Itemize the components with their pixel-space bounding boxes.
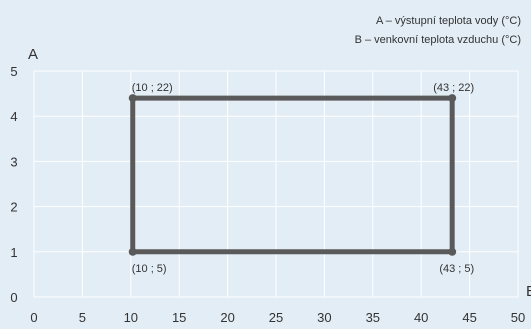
x-tick-label-5: 25 (269, 310, 283, 325)
data-point-2 (448, 94, 457, 103)
y-axis-letter: A (28, 46, 38, 63)
y-tick-label-1: 1 (10, 245, 17, 260)
x-tick-label-6: 30 (317, 310, 331, 325)
x-tick-label-0: 0 (30, 310, 37, 325)
point-label-3: (43 ; 5) (439, 263, 474, 275)
y-tick-label-3: 3 (10, 154, 17, 169)
x-tick-label-8: 40 (414, 310, 428, 325)
x-tick-label-4: 20 (220, 310, 234, 325)
y-tick-label-4: 4 (10, 109, 17, 124)
x-tick-label-7: 35 (366, 310, 380, 325)
series (128, 94, 457, 256)
x-tick-label-10: 50 (511, 310, 525, 325)
point-label-2: (43 ; 22) (433, 82, 474, 94)
data-point-1 (128, 94, 137, 103)
x-tick-label-2: 10 (124, 310, 138, 325)
y-tick-label-2: 2 (10, 200, 17, 215)
labels: (10 ; 5) (10 ; 22) (43 ; 22) (43 ; 5) (132, 82, 474, 275)
y-tick-label-5: 5 (10, 64, 17, 79)
series-outline-0 (130, 95, 455, 255)
x-axis-letter: B (526, 283, 531, 300)
x-tick-label-3: 15 (172, 310, 186, 325)
data-point-0 (128, 247, 137, 256)
x-tick-label-1: 5 (79, 310, 86, 325)
legend-entry-b: B – venkovní teplota vzduchu (°C) (355, 34, 521, 46)
data-point-3 (448, 247, 457, 256)
point-label-1: (10 ; 22) (132, 82, 173, 94)
legend-entry-a: A – výstupní teplota vody (°C) (376, 15, 521, 27)
point-label-0: (10 ; 5) (132, 263, 167, 275)
y-tick-label-0: 0 (10, 290, 17, 305)
x-tick-label-9: 45 (462, 310, 476, 325)
